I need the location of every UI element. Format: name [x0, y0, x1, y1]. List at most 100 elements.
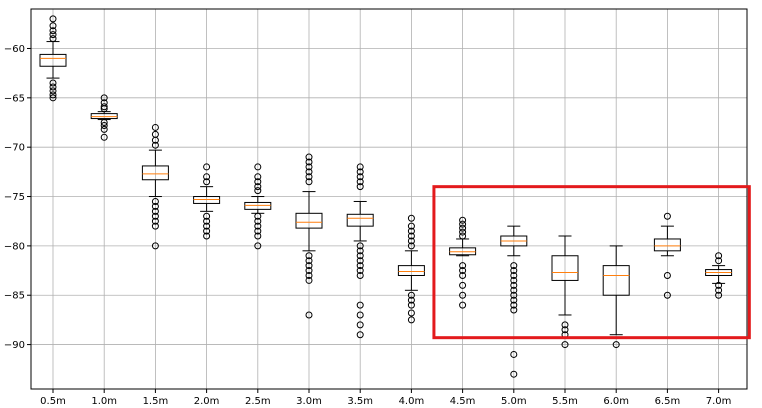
outlier-point	[459, 228, 467, 236]
plot-area-frame	[30, 8, 748, 390]
outlier-point	[459, 224, 467, 232]
outlier-point	[561, 326, 569, 334]
outlier-point	[407, 291, 415, 299]
x-tick-label: 1.0m	[91, 396, 117, 407]
outlier-point	[151, 141, 159, 149]
box-2.0m	[193, 163, 221, 240]
grid-lines	[31, 9, 747, 389]
outlier-point	[305, 257, 313, 265]
iqr-box	[551, 255, 579, 281]
outlier-point	[203, 232, 211, 240]
outlier-point	[510, 262, 518, 270]
outlier-point	[407, 301, 415, 309]
outlier-point	[49, 79, 57, 87]
x-tick-label: 4.5m	[450, 396, 476, 407]
outlier-point	[49, 31, 57, 39]
outlier-point	[100, 105, 108, 113]
outlier-point	[254, 232, 262, 240]
outlier-point	[305, 271, 313, 279]
outlier-point	[254, 242, 262, 250]
outlier-point	[254, 173, 262, 181]
x-tick-label: 2.0m	[194, 396, 220, 407]
outlier-point	[407, 227, 415, 235]
outlier-point	[356, 247, 364, 255]
iqr-box	[397, 265, 425, 276]
outlier-point	[49, 94, 57, 102]
outlier-point	[459, 281, 467, 289]
highlight-rectangle	[432, 185, 751, 340]
outlier-point	[305, 153, 313, 161]
outlier-point	[49, 87, 57, 95]
outlier-point	[356, 311, 364, 319]
outlier-point	[151, 202, 159, 210]
box-4.0m	[397, 214, 425, 324]
outlier-point	[510, 296, 518, 304]
outlier-point	[510, 281, 518, 289]
y-tick-label: −85	[4, 291, 25, 302]
outlier-point	[407, 222, 415, 230]
outlier-point	[254, 222, 262, 230]
box-series	[39, 15, 733, 378]
outlier-point	[254, 178, 262, 186]
outlier-point	[510, 267, 518, 275]
outlier-point	[151, 212, 159, 220]
outlier-point	[459, 216, 467, 224]
outlier-point	[356, 173, 364, 181]
box-4.5m	[449, 216, 477, 309]
outlier-point	[663, 291, 671, 299]
outlier-point	[151, 242, 159, 250]
x-tick-label: 6.5m	[655, 396, 681, 407]
iqr-box	[295, 212, 323, 229]
x-tick-label: 5.0m	[501, 396, 527, 407]
y-tick-label: −65	[4, 93, 25, 104]
outlier-point	[203, 227, 211, 235]
iqr-box	[653, 238, 681, 252]
outlier-point	[49, 91, 57, 99]
outlier-point	[510, 350, 518, 358]
outlier-point	[305, 276, 313, 284]
outlier-point	[100, 121, 108, 129]
outlier-point	[305, 311, 313, 319]
outlier-point	[100, 103, 108, 111]
outlier-point	[49, 27, 57, 35]
outlier-point	[151, 207, 159, 215]
outlier-point	[254, 212, 262, 220]
outlier-point	[663, 271, 671, 279]
outlier-point	[356, 271, 364, 279]
x-tick-label: 6.0m	[603, 396, 629, 407]
outlier-point	[100, 133, 108, 141]
outlier-point	[203, 173, 211, 181]
box-6.5m	[653, 212, 681, 299]
outlier-point	[151, 136, 159, 144]
x-tick-label: 1.5m	[143, 396, 169, 407]
outlier-point	[715, 291, 723, 299]
iqr-box	[39, 53, 67, 67]
outlier-point	[407, 296, 415, 304]
outlier-point	[203, 217, 211, 225]
outlier-point	[510, 306, 518, 314]
outlier-point	[305, 163, 313, 171]
box-7.0m	[705, 252, 733, 299]
outlier-point	[715, 252, 723, 260]
outlier-point	[715, 257, 723, 265]
outlier-point	[254, 187, 262, 195]
x-tick-label: 2.5m	[245, 396, 271, 407]
box-2.5m	[244, 163, 272, 250]
outlier-point	[203, 163, 211, 171]
outlier-point	[203, 212, 211, 220]
outlier-point	[305, 168, 313, 176]
outlier-point	[459, 232, 467, 240]
x-tick-label: 3.5m	[347, 396, 373, 407]
x-tick-label: 3.0m	[296, 396, 322, 407]
outlier-point	[356, 262, 364, 270]
outlier-point	[305, 262, 313, 270]
outlier-point	[561, 341, 569, 349]
iqr-box	[602, 265, 630, 296]
x-tick-label: 7.0m	[706, 396, 732, 407]
outlier-point	[715, 281, 723, 289]
box-5.5m	[551, 235, 579, 349]
outlier-point	[100, 125, 108, 133]
outlier-point	[356, 321, 364, 329]
outlier-point	[254, 163, 262, 171]
outlier-point	[100, 119, 108, 127]
